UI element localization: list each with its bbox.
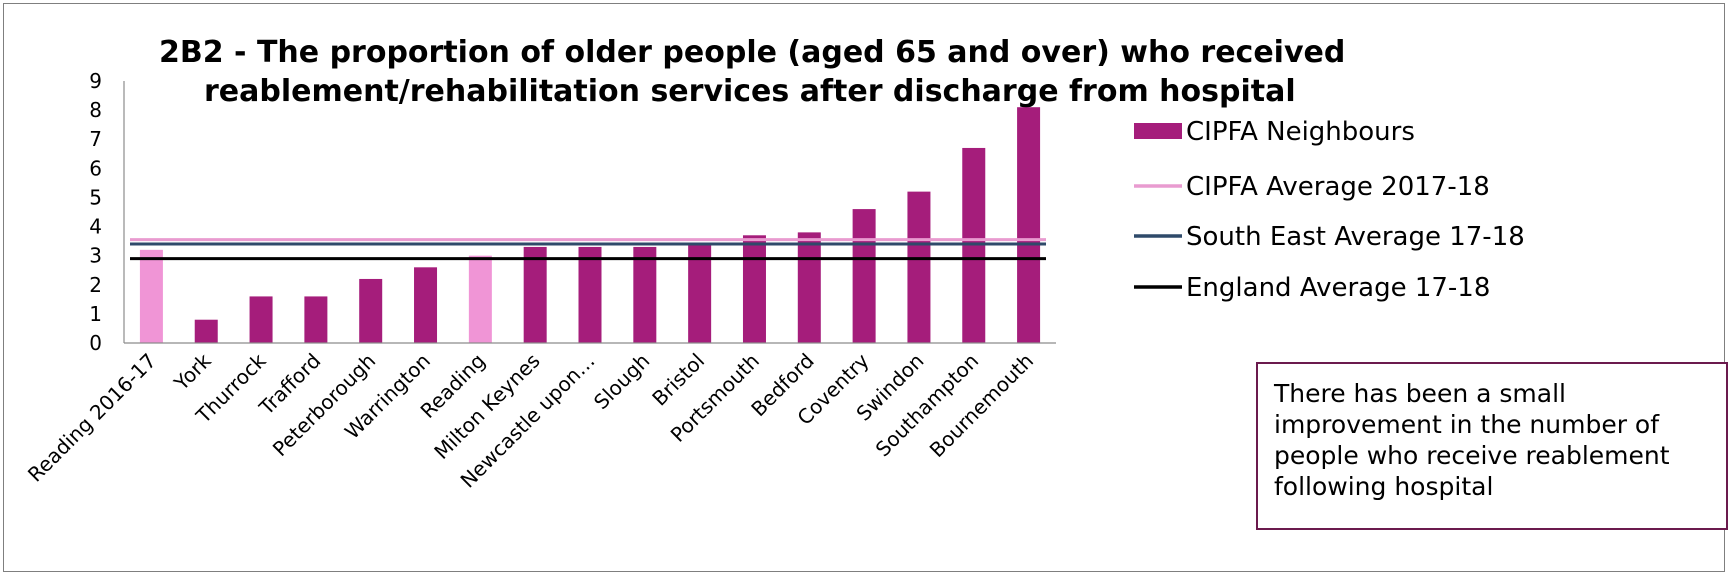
y-tick-label: 2 [89,273,102,297]
bars [139,107,1041,343]
legend-swatch-bar [1134,123,1182,139]
y-tick-label: 7 [89,127,102,151]
y-tick-label: 3 [89,244,102,268]
y-tick-label: 4 [89,215,102,239]
bar-bournemouth [1017,107,1041,343]
chart-frame: 2B2 - The proportion of older people (ag… [3,3,1728,572]
x-tick-label: York [169,348,216,395]
bar-thurrock [249,296,273,343]
note-box: There has been a small improvement in th… [1256,362,1728,530]
bar-bristol [688,244,712,343]
x-axis: Reading 2016-17 YorkThurrockTraffordPeter… [23,342,1056,493]
bar-newcastle-upon [578,246,602,343]
bar-swindon [907,191,931,343]
legend-label: CIPFA Neighbours [1186,117,1415,147]
bar-peterborough [359,278,383,343]
legend-label: South East Average 17-18 [1186,222,1525,252]
y-tick-label: 9 [89,69,102,93]
bar-trafford [304,296,328,343]
chart-title-line-2: reablement/rehabilitation services after… [204,74,1296,109]
bar-slough [633,246,657,343]
legend-label: England Average 17-18 [1186,273,1490,303]
bar-reading-2016-17 [139,249,163,343]
legend: CIPFA Neighbours CIPFA Average 2017-18 Sou… [1134,117,1525,303]
x-tick-label: Reading 2016-17 [23,349,161,487]
x-tick-label: Slough [589,349,654,414]
y-tick-label: 5 [89,185,102,209]
y-tick-label: 0 [89,331,102,355]
bar-warrington [414,267,438,343]
bar-milton-keynes [523,246,547,343]
bar-coventry [852,209,876,343]
bar-york [194,319,218,343]
bar-reading [468,255,492,343]
y-axis: 0 1 2 3 4 5 6 7 8 9 [89,69,125,355]
chart: 2B2 - The proportion of older people (ag… [23,35,1525,493]
y-tick-label: 8 [89,98,102,122]
reference-lines [130,238,1046,261]
y-tick-label: 1 [89,302,102,326]
bar-portsmouth [742,235,766,343]
chart-title-line-1: 2B2 - The proportion of older people (ag… [159,35,1345,70]
bar-bedford [797,232,821,343]
legend-label: CIPFA Average 2017-18 [1186,172,1490,202]
y-tick-label: 6 [89,156,102,180]
